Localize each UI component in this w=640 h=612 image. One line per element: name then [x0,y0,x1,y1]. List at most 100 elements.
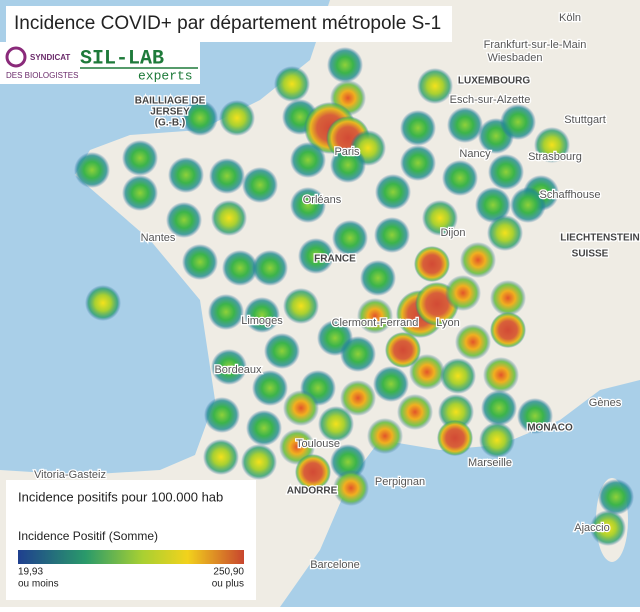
heat-spot [490,312,526,348]
heat-spot [447,107,483,143]
heat-spot [438,394,474,430]
heat-spot [283,390,319,426]
heat-spot [340,380,376,416]
heat-spot [400,110,436,146]
legend-min: 19,93 [18,567,43,578]
legend-subtitle: Incidence Positif (Somme) [18,529,158,543]
place-label: ANDORRE [287,486,338,497]
place-label: Strasbourg [528,151,582,163]
heat-spot [490,280,526,316]
heat-spot [330,444,366,480]
legend-scale [18,550,244,564]
heat-spot [417,68,453,104]
heat-spot [385,332,421,368]
heat-spot [483,357,519,393]
heat-spot [222,250,258,286]
heat-spot [295,454,331,490]
heat-spot [182,100,218,136]
heat-spot [298,238,334,274]
place-label: Köln [559,12,581,24]
place-label: BAILLIAGE DE [135,96,206,107]
logo-text: experts [138,68,193,83]
place-label: Nancy [459,148,491,160]
heat-spot [122,140,158,176]
heat-spot [409,354,445,390]
heat-spot [414,246,450,282]
heat-spot [209,158,245,194]
heat-spot [166,202,202,238]
heat-spot [332,220,368,256]
place-label: FRANCE [314,254,356,265]
place-label: LIECHTENSTEIN [560,233,639,244]
heat-spot [283,288,319,324]
heat-spot [455,324,491,360]
heat-spot [374,217,410,253]
heat-spot [440,358,476,394]
place-label: Gènes [589,397,622,409]
place-label: Ajaccio [574,522,609,534]
place-label: (G.-B.) [155,118,186,129]
heat-spot [182,244,218,280]
place-label: Toulouse [296,438,340,450]
legend-box [6,480,256,600]
heat-spot [208,294,244,330]
place-label: Schaffhouse [540,189,601,201]
logo-text: DES BIOLOGISTES [6,71,78,80]
legend-max: 250,90 [213,567,244,578]
heat-spot [330,147,366,183]
heat-spot [598,479,634,515]
place-label: LUXEMBOURG [458,76,530,87]
place-label: Paris [334,146,360,158]
sea [280,380,640,607]
heat-spot [481,390,517,426]
place-label: Wiesbaden [487,52,542,64]
heat-spot [219,100,255,136]
heat-spot [211,200,247,236]
legend-max-note: ou plus [212,579,244,590]
heat-spot [400,145,436,181]
place-label: Orléans [303,194,342,206]
place-label: Dijon [440,227,465,239]
heat-spot [203,439,239,475]
heat-spot [510,187,546,223]
heat-spot [168,157,204,193]
heat-spot [122,175,158,211]
place-label: Perpignan [375,476,425,488]
heat-spot [85,285,121,321]
heat-spot [252,250,288,286]
place-label: Marseille [468,457,512,469]
heat-spot [437,420,473,456]
heat-spot [242,167,278,203]
heat-spot [204,397,240,433]
heat-spot [241,444,277,480]
title-box [6,6,452,42]
heat-spot [333,470,369,506]
heat-spot [590,510,626,546]
heat-spot [479,422,515,458]
heat-spot [252,370,288,406]
place-label: Lyon [436,317,459,329]
place-label: Stuttgart [564,114,606,126]
place-label: MONACO [527,423,573,434]
heat-spot [246,410,282,446]
heat-spot [397,394,433,430]
title: Incidence COVID+ par département métropo… [14,13,441,34]
heat-spot [290,142,326,178]
logo-box [0,42,200,84]
heat-spot [534,127,570,163]
heat-spot [211,349,247,385]
heat-spot [244,297,280,333]
place-label: SUISSE [572,249,609,260]
heat-spot [445,275,481,311]
place-label: Bordeaux [214,364,262,376]
heat-spot [357,298,393,334]
heat-spot [375,174,411,210]
heat-spot [74,152,110,188]
heat-spot [340,336,376,372]
heat-spot [460,242,496,278]
logo-text: SIL-LAB [80,47,164,70]
logo-icon [5,46,27,68]
place-label: Limoges [241,315,283,327]
sea [0,0,330,475]
heat-spot [327,47,363,83]
